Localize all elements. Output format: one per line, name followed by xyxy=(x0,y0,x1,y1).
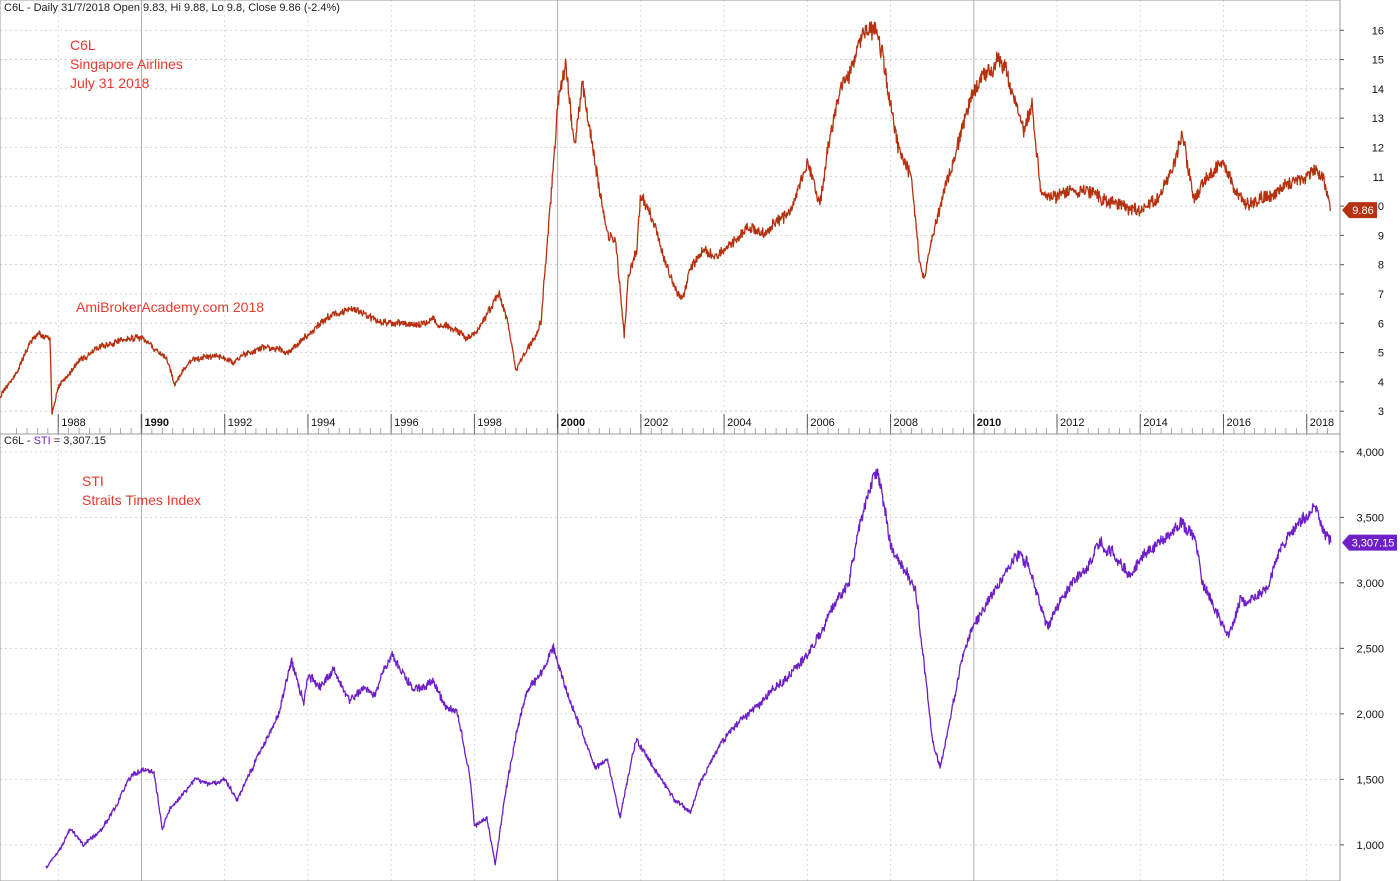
sti-series-line xyxy=(45,468,1332,869)
sti-last-value-badge: 3,307.15 xyxy=(1342,534,1397,551)
sti-y-tick-label: 2,500 xyxy=(1356,643,1384,655)
price-x-axis: 1988 1990 1992 1994 1996 1998 2000 2002 2004 2006… xyxy=(16,414,1334,434)
sti-pane-grid xyxy=(0,434,1340,881)
x-tick-label: 2008 xyxy=(894,417,918,429)
sti-header-value: = 3,307.15 xyxy=(54,435,106,447)
x-tick-label: 1996 xyxy=(394,417,418,429)
sti-title-name: Straits Times Index xyxy=(82,492,201,508)
price-y-tick-label: 5 xyxy=(1378,348,1384,360)
sti-header-series: STI xyxy=(34,435,51,447)
price-series-line xyxy=(0,21,1332,415)
price-last-value: 9.86 xyxy=(1352,205,1373,217)
sti-last-value: 3,307.15 xyxy=(1352,538,1395,550)
x-tick-label: 1988 xyxy=(61,417,85,429)
price-title-date: July 31 2018 xyxy=(70,75,150,91)
x-tick-label: 2014 xyxy=(1143,417,1167,429)
sti-y-tick-label: 3,000 xyxy=(1356,578,1384,590)
x-tick-label: 1990 xyxy=(144,417,168,429)
x-tick-label: 2016 xyxy=(1226,417,1250,429)
price-y-tick-label: 11 xyxy=(1373,172,1384,184)
price-last-value-badge: 9.86 xyxy=(1342,202,1377,219)
sti-pane: 1,000 1,500 2,000 2,500 3,000 3,500 4,000 C6L … xyxy=(0,433,1397,881)
sti-pane-frame xyxy=(0,433,1341,881)
price-y-tick-label: 15 xyxy=(1372,55,1384,67)
price-header: C6L - Daily 31/7/2018 Open 9.83, Hi 9.88… xyxy=(4,2,340,14)
x-tick-label: 2000 xyxy=(561,417,585,429)
sti-title-symbol: STI xyxy=(82,473,104,489)
price-y-tick-label: 3 xyxy=(1378,406,1384,418)
sti-y-tick-label: 3,500 xyxy=(1356,512,1384,524)
price-header-info: Daily 31/7/2018 Open 9.83, Hi 9.88, Lo 9… xyxy=(34,2,340,14)
x-tick-label: 1994 xyxy=(311,417,335,429)
sti-y-tick-label: 1,000 xyxy=(1356,840,1384,852)
price-header-symbol: C6L xyxy=(4,2,24,14)
sti-y-axis: 1,000 1,500 2,000 2,500 3,000 3,500 4,000 xyxy=(1340,447,1384,852)
price-title-name: Singapore Airlines xyxy=(70,56,183,72)
price-header-sep: - xyxy=(24,2,34,14)
x-tick-label: 1992 xyxy=(228,417,252,429)
price-y-tick-label: 6 xyxy=(1378,318,1384,330)
x-tick-label: 2006 xyxy=(810,417,834,429)
x-tick-label: 2002 xyxy=(644,417,668,429)
price-last-value-badge-shape xyxy=(1342,202,1377,219)
price-y-tick-label: 16 xyxy=(1372,25,1384,37)
x-tick-label: 2012 xyxy=(1060,417,1084,429)
price-y-tick-label: 7 xyxy=(1378,289,1384,301)
price-title-symbol: C6L xyxy=(70,37,96,53)
sti-header: C6L - STI = 3,307.15 xyxy=(4,435,106,447)
x-tick-label: 2010 xyxy=(977,417,1001,429)
sti-y-tick-label: 2,000 xyxy=(1356,709,1384,721)
sti-last-value-badge-shape xyxy=(1342,534,1397,551)
sti-y-tick-label: 4,000 xyxy=(1356,447,1384,459)
x-tick-label: 2004 xyxy=(727,417,751,429)
price-y-tick-label: 4 xyxy=(1378,377,1384,389)
sti-y-tick-label: 1,500 xyxy=(1356,774,1384,786)
price-y-tick-label: 8 xyxy=(1378,260,1384,272)
x-tick-label: 2018 xyxy=(1310,417,1334,429)
x-tick-label: 1998 xyxy=(477,417,501,429)
sti-header-sep: - xyxy=(24,435,34,447)
price-y-tick-label: 13 xyxy=(1372,113,1384,125)
watermark: AmiBrokerAcademy.com 2018 xyxy=(76,299,264,315)
price-y-tick-label: 9 xyxy=(1378,230,1384,242)
price-y-tick-label: 14 xyxy=(1372,84,1384,96)
price-y-tick-label: 12 xyxy=(1372,142,1384,154)
sti-header-symbol: C6L xyxy=(4,435,24,447)
